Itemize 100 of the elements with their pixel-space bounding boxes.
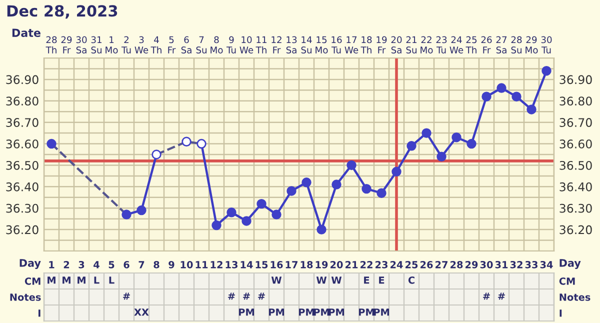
y-tick-label: 36.60 [6, 140, 38, 148]
point [302, 178, 312, 188]
point [466, 138, 476, 149]
x-tick-label: 14 Su [301, 36, 312, 54]
point [226, 208, 236, 218]
point [286, 186, 296, 196]
point [436, 152, 446, 162]
text: # [123, 292, 130, 300]
point [332, 180, 342, 190]
x-tick-label: 24 [390, 260, 403, 268]
y2-tick-label: I [560, 310, 562, 317]
x-tick-label: 16 Tu [331, 36, 342, 54]
point [242, 216, 252, 226]
text: PM [298, 308, 314, 316]
x-tick-label: 21 Su [406, 36, 416, 54]
x-tick-label: 25 [406, 260, 418, 268]
x-tick-label: 1 [49, 261, 54, 268]
x-tick-label: 3 We [134, 36, 148, 54]
y2-tick-label: 36.30 [560, 204, 592, 213]
x-axis-title: Day [20, 259, 41, 269]
y-tick-label: 36.20 [6, 225, 38, 234]
y-tick-label: CM [24, 277, 40, 285]
point [316, 224, 326, 234]
point [542, 66, 552, 76]
x-tick-label: 6 [124, 260, 130, 268]
x-tick-label: 18 Th [360, 36, 372, 54]
y-tick-label: Notes [10, 294, 41, 301]
text: E [364, 276, 370, 284]
text: W [331, 276, 342, 284]
y2-tick-label: CM [559, 277, 575, 285]
x-tick-label: 28 Su [511, 36, 522, 54]
x-tick-label: 8 [154, 260, 160, 268]
y2-tick-label: 36.80 [560, 96, 592, 106]
x-tick-label: 29 [466, 260, 478, 268]
text: M [78, 276, 86, 284]
point [496, 83, 506, 93]
x-tick-label: 26 [420, 260, 433, 268]
x-tick-label: 16 [270, 260, 283, 268]
y2-tick-label: 36.70 [560, 118, 592, 127]
x-tick-label: 15 Mo [316, 36, 328, 54]
x-tick-label: 6 Sa [181, 36, 192, 54]
x-tick-label: 30 Sa [76, 36, 87, 54]
text: PM [328, 308, 344, 316]
text: L [109, 276, 114, 284]
x-tick-label: 23 [376, 260, 388, 268]
point [392, 166, 402, 177]
text: C [408, 276, 414, 284]
x-axis-title: Date [12, 28, 40, 37]
point [346, 160, 356, 170]
x-tick-label: 30 [480, 260, 493, 268]
x-tick-label: 33 [525, 260, 538, 268]
x-tick-label: 4 [94, 261, 100, 268]
point [152, 150, 162, 160]
y2-tick-label: 36.90 [560, 75, 592, 84]
x-tick-label: 14 [240, 261, 253, 268]
text: # [498, 292, 505, 300]
x-tick-label: 13 [226, 260, 238, 268]
x-tick-label: 17 We [344, 36, 358, 54]
chart-title: Dec 28, 2023 [7, 5, 118, 19]
text: PM [268, 308, 284, 316]
x-tick-label: 24 We [450, 36, 464, 54]
text: # [228, 292, 235, 300]
x-tick-label: 23 Tu [436, 36, 447, 54]
text: PM [238, 308, 254, 316]
x-tick-label: 18 [300, 260, 313, 268]
x-tick-label: 30 Tu [541, 36, 552, 54]
y-tick-label: 36.70 [6, 118, 38, 127]
x-tick-label: 5 [108, 261, 114, 268]
text: E [379, 276, 384, 284]
point [422, 128, 432, 138]
x-tick-label: 25 Th [466, 36, 477, 54]
point [212, 220, 222, 230]
y-tick-label: 36.50 [6, 160, 38, 170]
x-tick-label: 9 Tu [226, 36, 236, 54]
x-tick-label: 26 Fr [481, 36, 492, 54]
y-tick-label: 36.40 [6, 182, 38, 192]
x-tick-label: 31 [495, 260, 508, 268]
x-tick-label: 27 [436, 260, 448, 268]
x-tick-label: 5 Fr [168, 36, 176, 54]
x-tick-label: 22 [360, 260, 372, 268]
x-tick-label: 13 Sa [286, 36, 297, 54]
x-tick-label: 15 [256, 261, 268, 268]
x-tick-label: 20 Sa [391, 36, 402, 54]
text: # [258, 292, 265, 300]
x-tick-label: 4 Th [150, 36, 162, 54]
y2-tick-label: Notes [560, 294, 590, 301]
x-tick-label: 27 Sa [496, 36, 507, 54]
x-tick-label: 34 [540, 260, 553, 268]
text: # [243, 292, 250, 300]
x-tick-label: 12 Fr [272, 36, 282, 54]
x-tick-label: 11 [196, 261, 208, 268]
x-tick-label: 28 [450, 260, 463, 268]
x-tick-label: 31 Su [91, 36, 102, 54]
point [136, 205, 146, 216]
x-tick-label: 1 Mo [106, 36, 118, 54]
point [362, 184, 372, 194]
x-tick-label: 9 [168, 260, 174, 268]
y2-tick-label: 36.60 [560, 140, 592, 148]
x-tick-label: 3 [78, 260, 84, 268]
text: W [316, 276, 327, 284]
